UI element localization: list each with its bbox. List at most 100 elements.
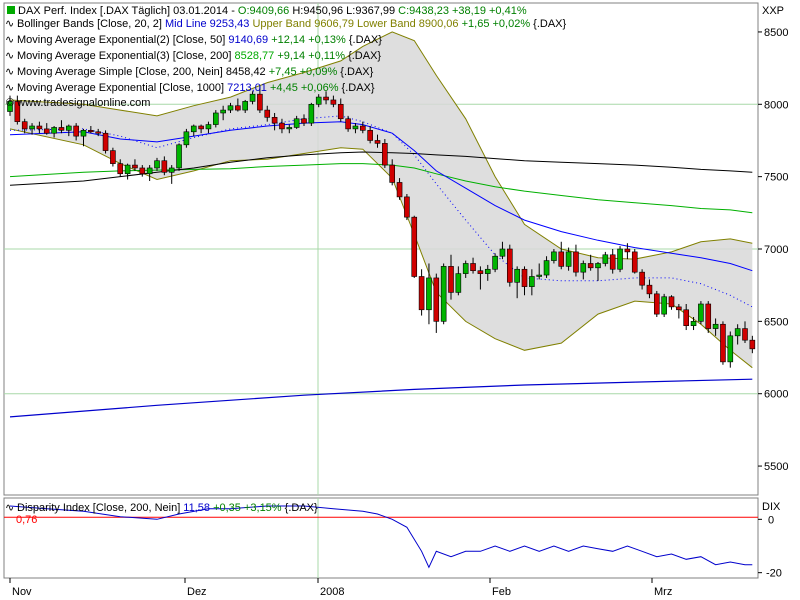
candle-body-down: [411, 216, 418, 277]
candle-body-down: [367, 130, 373, 141]
candle: [80, 128, 87, 147]
legend-dax-values: 03.01.2014 - O:9409,66 H:9450,96 L:9367,…: [170, 5, 527, 17]
legend-ema1000: Moving Average Exponential [Close, 1000]…: [17, 82, 375, 94]
legend-entry-ema50: ∿ Moving Average Exponential(2) [Close, …: [5, 34, 382, 46]
candle-body-up: [293, 118, 300, 128]
ema-50-line: [9, 121, 753, 272]
candle-body-down: [742, 328, 748, 341]
candle: [668, 295, 675, 310]
candle: [683, 303, 690, 331]
bollinger-upper-band-line: [9, 31, 753, 260]
candle: [690, 317, 697, 331]
candle: [286, 124, 293, 134]
candle-body-down: [337, 103, 344, 120]
candle-body-down: [279, 122, 285, 130]
candle: [337, 98, 344, 122]
candle: [404, 194, 410, 221]
candle: [117, 159, 124, 177]
candle: [720, 321, 726, 365]
candle-body-up: [484, 268, 491, 274]
lg2v-seg-0: 9140,69: [225, 34, 271, 46]
candle: [352, 123, 359, 134]
candle: [279, 118, 285, 134]
candle: [176, 143, 182, 171]
candle-body-down: [88, 130, 94, 133]
legend-bb-name: Bollinger Bands [Close, 20, 2]: [17, 18, 162, 30]
candle-body-up: [308, 103, 315, 124]
time-x-axis: Nov Dez 2008 Feb Mrz: [9, 578, 672, 598]
candle: [14, 95, 21, 125]
candle: [315, 94, 322, 108]
lg1v-seg-3: {.DAX}: [533, 18, 566, 30]
candle-body-up: [51, 127, 57, 134]
x-tick-label-Nov: Nov: [12, 586, 32, 598]
legend-sma200-icon: ∿: [5, 66, 14, 78]
price-legend: DAX Perf. Index [.DAX Täglich] 03.01.201…: [5, 5, 567, 109]
candle-body-down: [639, 271, 645, 286]
bollinger-band-fill: [10, 31, 753, 368]
candle: [345, 115, 351, 132]
candle-body-up: [220, 109, 226, 114]
candle: [426, 263, 432, 325]
candle: [734, 324, 741, 345]
candle-body-down: [477, 270, 484, 274]
candle: [455, 266, 462, 296]
candle: [58, 120, 65, 134]
candle-body-up: [492, 255, 498, 270]
lg1v-seg-1: Upper Band 9606,79 Lower Band 8900,06: [252, 18, 461, 30]
candle-body-up: [146, 167, 153, 175]
price-y-axis: 5500 6000 6500 7000 7500 8000 8500: [758, 27, 788, 473]
candle: [558, 241, 565, 270]
candle-body-up: [286, 127, 293, 130]
candle-body-up: [80, 130, 87, 137]
candle-body-up: [168, 167, 175, 173]
candle: [154, 157, 160, 171]
legend-bb-icon: ∿: [5, 18, 14, 30]
candle-body-down: [359, 125, 366, 131]
candle: [257, 85, 263, 113]
candle-body-up: [213, 112, 219, 125]
candle: [110, 147, 116, 167]
candle: [506, 244, 513, 287]
instrument-label: XXP: [762, 5, 784, 17]
candle: [595, 262, 601, 281]
candle-body-down: [323, 96, 329, 101]
candle-body-up: [661, 296, 667, 315]
candle-body-down: [683, 309, 690, 326]
candle-body-down: [14, 101, 21, 122]
candle-body-up: [690, 321, 697, 326]
disparity-y-axis: 0 -20: [758, 514, 782, 580]
legend-bb: Bollinger Bands [Close, 20, 2] Mid Line …: [17, 18, 567, 30]
candle: [21, 118, 28, 134]
legend-bb-values: Mid Line 9253,43 Upper Band 9606,79 Lowe…: [162, 18, 567, 30]
candle: [749, 335, 756, 354]
candle-body-down: [264, 109, 271, 118]
candle: [367, 126, 373, 144]
candle-body-down: [139, 167, 146, 175]
candle: [235, 98, 241, 112]
candle-body-down: [404, 196, 410, 218]
candle: [587, 254, 594, 271]
candle-body-down: [110, 150, 116, 164]
candle-body-down: [573, 251, 579, 273]
y-tick-label-7500: 7500: [764, 172, 788, 184]
candle: [168, 165, 175, 184]
candle-body-down: [631, 251, 638, 273]
y-tick-label-7000: 7000: [764, 244, 788, 256]
candle-body-up: [315, 96, 322, 105]
legend-sma200: Moving Average Simple [Close, 200, Nein]…: [17, 66, 374, 78]
y-tick-label-5500: 5500: [764, 461, 788, 473]
y-tick-label-8000: 8000: [764, 99, 788, 111]
lg3v-seg-0: 8528,77: [231, 50, 277, 62]
candle-body-up: [242, 101, 248, 111]
candle: [73, 123, 79, 141]
candle-body-down: [36, 125, 43, 130]
x-tick-label-2008: 2008: [320, 586, 344, 598]
candle: [609, 249, 616, 274]
candle: [301, 114, 307, 126]
lg0v-seg-2: H:9450,96 L:9367,99: [292, 5, 398, 17]
candle: [249, 91, 256, 105]
candle: [66, 124, 72, 137]
candle: [43, 123, 50, 135]
